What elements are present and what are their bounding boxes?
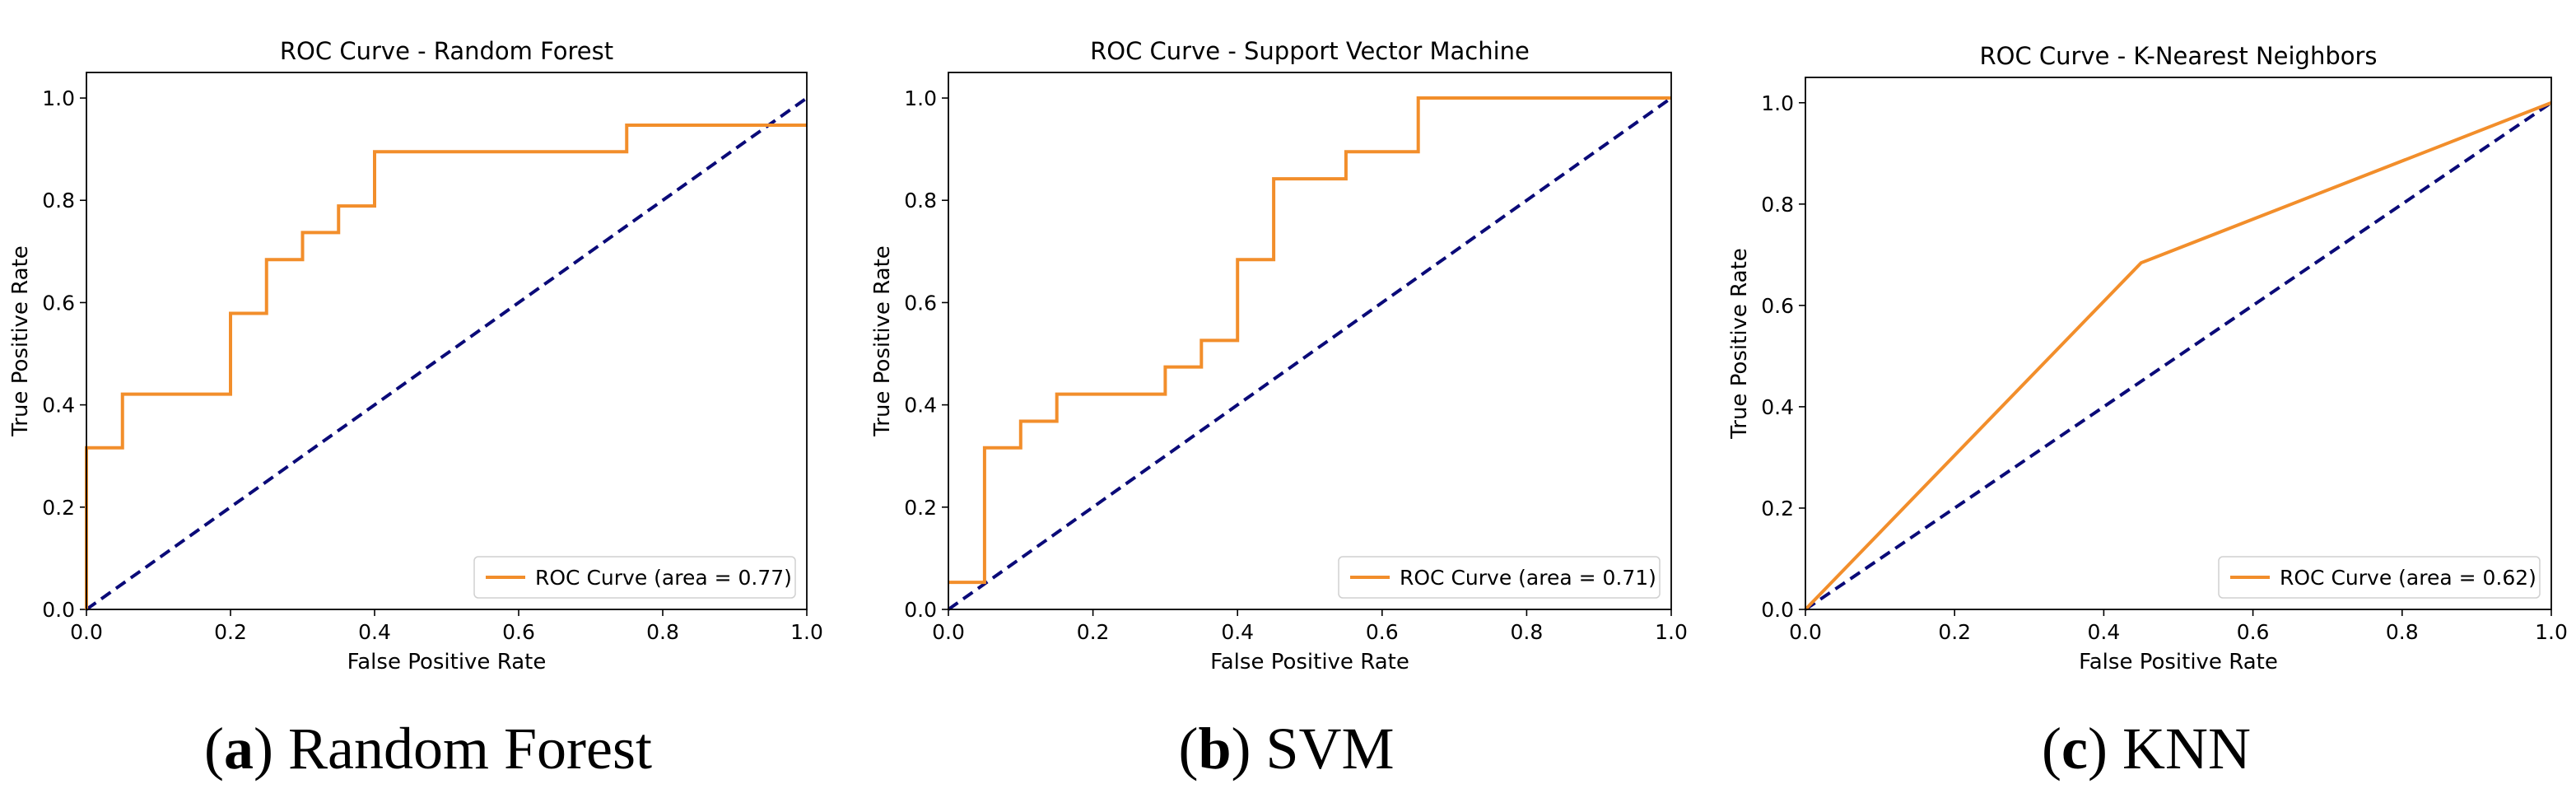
y-tick-label: 0.0 (904, 598, 937, 622)
y-tick-label: 0.2 (904, 496, 937, 520)
y-tick-label: 0.4 (904, 394, 937, 418)
x-tick-label: 1.0 (2535, 620, 2568, 644)
chart-title: ROC Curve - Support Vector Machine (1090, 37, 1530, 65)
chart-title: ROC Curve - Random Forest (280, 37, 613, 65)
caption-text: Random Forest (287, 716, 652, 782)
caption-letter: b (1198, 716, 1232, 782)
y-tick-label: 0.6 (1761, 294, 1794, 318)
y-axis-label: True Positive Rate (1727, 248, 1752, 440)
y-tick-label: 0.6 (904, 291, 937, 315)
chart-panel-knn: ROC Curve - K-Nearest Neighbors 0.0 0.2 0.4… (1717, 0, 2576, 798)
caption-letter: c (2061, 716, 2088, 782)
x-tick-label: 0.8 (2386, 620, 2419, 644)
plot-frame (948, 72, 1672, 610)
x-axis-label: False Positive Rate (347, 650, 547, 674)
chart-title: ROC Curve - K-Nearest Neighbors (1979, 42, 2377, 70)
plot-frame (86, 72, 808, 610)
y-tick-label: 0.4 (1761, 395, 1794, 419)
x-tick-label: 0.6 (1366, 620, 1399, 644)
x-tick-label: 0.2 (1077, 620, 1110, 644)
x-axis-label: False Positive Rate (1210, 650, 1409, 674)
y-axis-label: True Positive Rate (870, 245, 895, 437)
x-tick-label: 0.6 (2237, 620, 2270, 644)
x-tick-label: 1.0 (790, 620, 823, 644)
x-tick-label: 0.4 (2088, 620, 2121, 644)
x-tick-label: 0.0 (70, 620, 103, 644)
x-axis-label: False Positive Rate (2079, 650, 2278, 674)
chart-panel-svm: ROC Curve - Support Vector Machine 0.0 0.2… (856, 0, 1717, 798)
legend-box (1338, 556, 1661, 599)
x-tick-label: 0.0 (1789, 620, 1822, 644)
chance-diagonal-line (85, 96, 808, 611)
y-tick-label: 0.8 (1761, 193, 1794, 217)
legend-box (2218, 556, 2541, 599)
y-axis-label: True Positive Rate (8, 245, 33, 437)
roc-curve-line (948, 96, 1671, 585)
legend-label: ROC Curve (area = 0.62) (2280, 566, 2536, 590)
x-tick-label: 0.8 (646, 620, 679, 644)
caption-text: SVM (1265, 716, 1395, 782)
x-tick-label: 0.0 (932, 620, 965, 644)
roc-curve-line (1804, 100, 2552, 611)
y-tick-label: 1.0 (904, 86, 937, 110)
roc-chart-random-forest: ROC Curve - Random Forest 0.0 0.2 0.4 0.6 0.8… (8, 37, 823, 674)
y-tick-label: 0.2 (1761, 497, 1794, 520)
x-tick-label: 0.4 (358, 620, 391, 644)
y-tick-label: 1.0 (1761, 91, 1794, 115)
roc-chart-svm: ROC Curve - Support Vector Machine 0.0 0.2… (870, 37, 1688, 674)
chance-diagonal-line (1804, 101, 2553, 611)
legend-label: ROC Curve (area = 0.71) (1400, 566, 1656, 590)
plot-frame (1805, 77, 2552, 610)
legend-label: ROC Curve (area = 0.77) (535, 566, 792, 590)
x-tick-label: 0.6 (502, 620, 535, 644)
caption-text: KNN (2122, 716, 2251, 782)
y-tick-label: 0.2 (42, 496, 75, 520)
caption-letter: a (224, 716, 254, 782)
caption-knn: (c) KNN (2042, 716, 2251, 782)
caption-svm: (b) SVM (1178, 716, 1395, 782)
y-tick-label: 0.4 (42, 394, 75, 418)
y-tick-label: 0.6 (42, 291, 75, 315)
y-tick-label: 0.0 (42, 598, 75, 622)
x-tick-label: 1.0 (1655, 620, 1688, 644)
roc-curve-line (85, 123, 807, 609)
y-tick-label: 0.8 (904, 189, 937, 212)
caption-random-forest: (a) Random Forest (204, 716, 652, 782)
y-tick-label: 1.0 (42, 86, 75, 110)
legend-box (473, 556, 796, 599)
x-tick-label: 0.4 (1221, 620, 1254, 644)
y-tick-label: 0.8 (42, 189, 75, 212)
x-tick-label: 0.2 (1938, 620, 1971, 644)
y-tick-label: 0.0 (1761, 598, 1794, 622)
chart-panel-random-forest: ROC Curve - Random Forest 0.0 0.2 0.4 0.6 0.8… (0, 0, 856, 798)
roc-chart-knn: ROC Curve - K-Nearest Neighbors 0.0 0.2 0.4… (1727, 42, 2568, 674)
chance-diagonal-line (947, 96, 1673, 611)
x-tick-label: 0.8 (1511, 620, 1544, 644)
x-tick-label: 0.2 (214, 620, 247, 644)
